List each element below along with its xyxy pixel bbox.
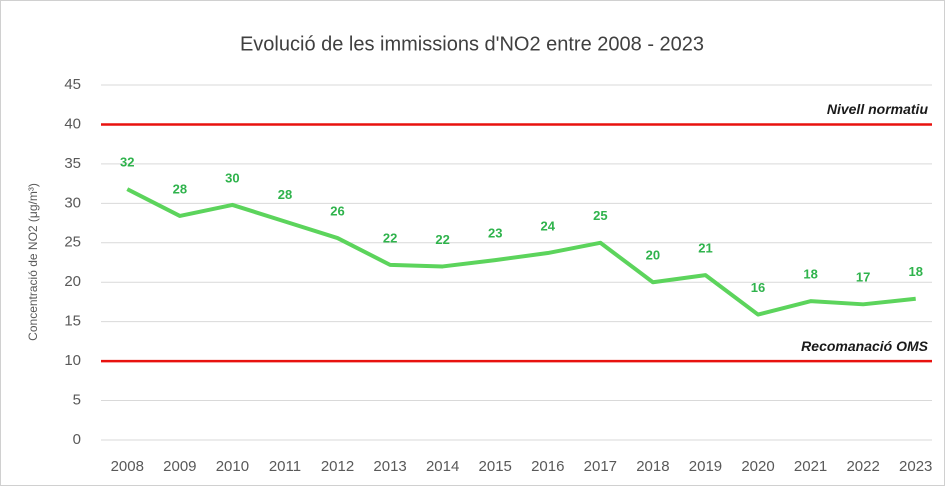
x-tick-label: 2018 [636, 458, 669, 475]
data-label: 22 [383, 230, 397, 245]
x-tick-label: 2010 [216, 458, 249, 475]
x-tick-label: 2013 [373, 458, 406, 475]
data-label: 26 [330, 203, 344, 218]
x-tick-label: 2008 [111, 458, 144, 475]
x-tick-label: 2022 [846, 458, 879, 475]
data-label: 17 [856, 270, 870, 285]
x-tick-label: 2011 [269, 458, 301, 475]
x-tick-label: 2019 [689, 458, 722, 475]
data-label: 20 [646, 248, 660, 263]
data-label: 16 [751, 280, 765, 295]
y-tick-label: 25 [64, 234, 81, 251]
reference-label: Recomanació OMS [801, 338, 928, 354]
data-label: 28 [173, 181, 187, 196]
x-tick-label: 2017 [584, 458, 617, 475]
x-tick-label: 2016 [531, 458, 564, 475]
data-label: 28 [278, 187, 292, 202]
x-tick-label: 2023 [899, 458, 932, 475]
y-tick-label: 10 [64, 352, 81, 369]
y-tick-label: 45 [64, 76, 81, 93]
data-label: 24 [541, 218, 556, 233]
chart-title: Evolució de les immissions d'NO2 entre 2… [240, 33, 704, 55]
data-label: 30 [225, 170, 239, 185]
x-tick-label: 2012 [321, 458, 354, 475]
y-axis-label: Concentració de NO2 (μg/m³) [26, 183, 40, 341]
x-tick-label: 2020 [741, 458, 774, 475]
x-tick-label: 2009 [163, 458, 196, 475]
data-label: 18 [803, 267, 817, 282]
x-tick-label: 2015 [479, 458, 512, 475]
y-tick-label: 40 [64, 115, 81, 132]
y-tick-label: 20 [64, 273, 81, 290]
data-label: 25 [593, 208, 607, 223]
y-tick-label: 0 [73, 431, 81, 448]
data-label: 32 [120, 155, 134, 170]
data-label: 23 [488, 226, 502, 241]
y-tick-label: 15 [64, 313, 81, 330]
y-tick-label: 30 [64, 194, 81, 211]
data-line [126, 187, 916, 317]
reference-label: Nivell normatiu [827, 101, 929, 117]
x-tick-label: 2014 [426, 458, 459, 475]
x-tick-label: 2021 [794, 458, 827, 475]
y-tick-label: 35 [64, 155, 81, 172]
data-label: 18 [908, 264, 922, 279]
y-tick-label: 5 [73, 392, 81, 409]
data-label: 22 [435, 232, 449, 247]
data-label: 21 [698, 241, 712, 256]
